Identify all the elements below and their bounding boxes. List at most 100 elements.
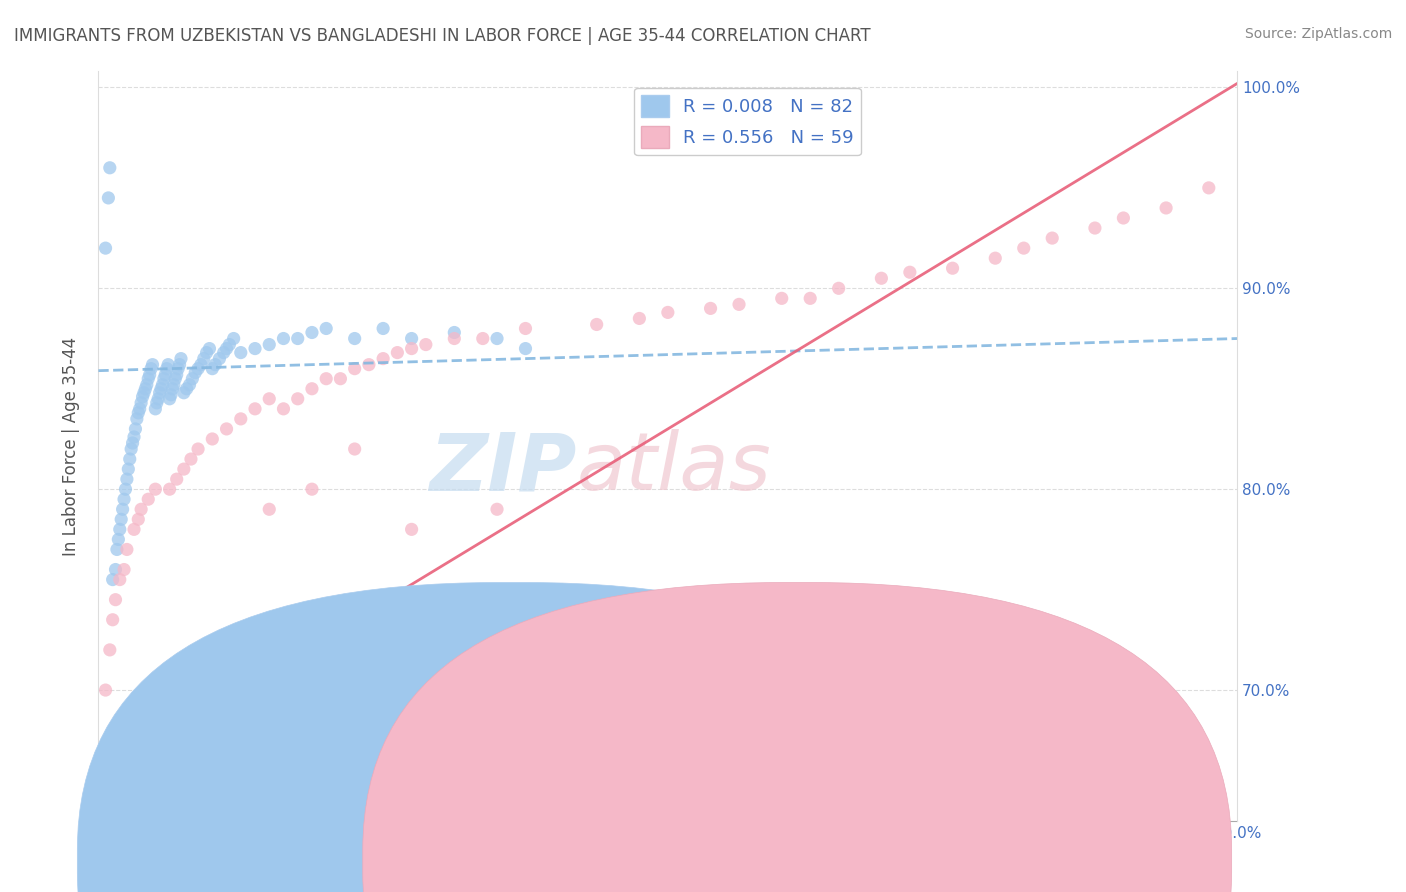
- Point: [343, 361, 366, 376]
- Point: [222, 332, 245, 346]
- Point: [273, 401, 295, 416]
- Point: [173, 385, 195, 400]
- Point: [799, 291, 821, 305]
- Point: [179, 377, 201, 392]
- Point: [208, 351, 231, 366]
- Point: [218, 337, 240, 351]
- Point: [166, 472, 188, 486]
- Point: [98, 643, 121, 657]
- Point: [471, 332, 494, 346]
- Point: [136, 372, 159, 386]
- Point: [401, 342, 423, 356]
- Point: [104, 592, 127, 607]
- Point: [259, 502, 281, 516]
- Point: [104, 562, 127, 576]
- Point: [117, 462, 139, 476]
- Point: [415, 337, 437, 351]
- Point: [315, 321, 337, 335]
- Point: [243, 401, 266, 416]
- Point: [287, 332, 309, 346]
- Point: [301, 326, 323, 340]
- Point: [486, 332, 509, 346]
- Point: [146, 396, 169, 410]
- Point: [443, 326, 465, 340]
- Point: [114, 482, 136, 496]
- Point: [115, 472, 138, 486]
- Point: [515, 342, 537, 356]
- Point: [357, 358, 380, 372]
- Text: Bangladeshis: Bangladeshis: [815, 852, 927, 870]
- Point: [229, 412, 252, 426]
- Point: [121, 436, 143, 450]
- Point: [301, 482, 323, 496]
- Point: [159, 482, 181, 496]
- Point: [187, 442, 209, 456]
- Point: [1154, 201, 1177, 215]
- Point: [122, 430, 145, 444]
- Point: [150, 382, 173, 396]
- Point: [259, 392, 281, 406]
- Text: Source: ZipAtlas.com: Source: ZipAtlas.com: [1244, 27, 1392, 41]
- Point: [229, 345, 252, 359]
- Legend: R = 0.008   N = 82, R = 0.556   N = 59: R = 0.008 N = 82, R = 0.556 N = 59: [634, 88, 860, 155]
- Point: [131, 390, 153, 404]
- Point: [287, 392, 309, 406]
- Point: [193, 351, 215, 366]
- Point: [204, 358, 226, 372]
- Point: [101, 573, 124, 587]
- Point: [138, 368, 160, 382]
- Point: [97, 191, 120, 205]
- Point: [111, 502, 134, 516]
- Point: [301, 382, 323, 396]
- Y-axis label: In Labor Force | Age 35-44: In Labor Force | Age 35-44: [62, 336, 80, 556]
- Point: [94, 683, 117, 698]
- Point: [108, 573, 131, 587]
- Point: [1084, 221, 1107, 235]
- Point: [401, 522, 423, 536]
- Point: [141, 358, 163, 372]
- Point: [127, 406, 149, 420]
- Point: [315, 372, 337, 386]
- Point: [98, 161, 121, 175]
- Point: [1012, 241, 1035, 255]
- Point: [124, 422, 146, 436]
- Point: [657, 305, 679, 319]
- Point: [118, 452, 141, 467]
- Text: atlas: atlas: [576, 429, 772, 508]
- Point: [157, 358, 180, 372]
- Point: [145, 401, 167, 416]
- Point: [135, 377, 157, 392]
- Point: [984, 251, 1007, 265]
- Point: [187, 361, 209, 376]
- Point: [101, 613, 124, 627]
- Point: [163, 377, 186, 392]
- Point: [401, 332, 423, 346]
- Point: [139, 361, 162, 376]
- Point: [105, 542, 128, 557]
- Point: [100, 764, 122, 778]
- Point: [112, 492, 135, 507]
- Point: [201, 361, 224, 376]
- Point: [728, 297, 751, 311]
- Point: [215, 422, 238, 436]
- Point: [273, 332, 295, 346]
- Point: [159, 392, 181, 406]
- Point: [1198, 181, 1220, 195]
- Point: [155, 368, 177, 382]
- Point: [585, 318, 607, 332]
- Point: [125, 412, 148, 426]
- Point: [387, 345, 409, 359]
- Point: [170, 351, 193, 366]
- Point: [180, 452, 202, 467]
- Point: [181, 372, 204, 386]
- Point: [127, 512, 149, 526]
- Point: [115, 542, 138, 557]
- Point: [128, 401, 150, 416]
- Point: [201, 432, 224, 446]
- Point: [94, 241, 117, 255]
- Point: [1112, 211, 1135, 225]
- Point: [120, 442, 142, 456]
- Point: [173, 462, 195, 476]
- Point: [129, 396, 152, 410]
- Point: [942, 261, 965, 276]
